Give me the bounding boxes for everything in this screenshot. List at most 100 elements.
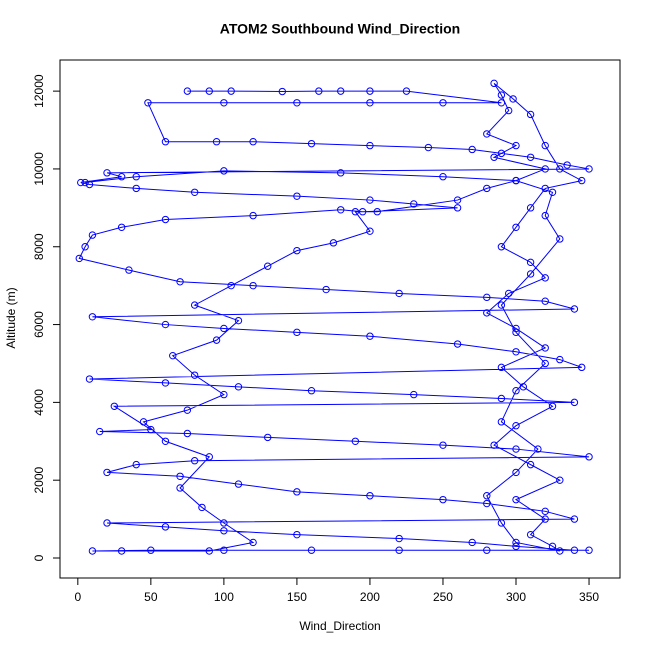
data-point [293, 530, 301, 539]
data-point [234, 383, 243, 391]
data-point [490, 153, 498, 161]
data-point [147, 546, 155, 554]
data-point [497, 301, 506, 309]
y-tick-label: 4000 [32, 389, 46, 416]
data-point [483, 184, 491, 193]
data-point [512, 141, 520, 150]
data-point [512, 542, 520, 551]
data-point [541, 274, 549, 282]
data-point [512, 495, 520, 504]
data-point [483, 499, 491, 508]
data-point [570, 546, 579, 554]
data-point [205, 547, 213, 555]
data-point [541, 359, 549, 368]
chart-title: ATOM2 Southbound Wind_Direction [220, 21, 460, 37]
data-point [139, 418, 148, 426]
y-tick-label: 10000 [32, 152, 46, 186]
data-point [132, 460, 140, 469]
data-point [534, 445, 542, 453]
data-point [85, 180, 94, 189]
data-point [183, 429, 192, 438]
data-point [293, 192, 301, 200]
data-point [541, 211, 549, 220]
data-point [161, 320, 170, 329]
data-point [509, 95, 517, 103]
data-point [293, 99, 301, 107]
y-tick-label: 2000 [32, 467, 46, 494]
data-point [234, 480, 243, 488]
data-point [351, 208, 360, 216]
data-point [410, 390, 418, 399]
data-point [468, 538, 476, 547]
data-point [497, 394, 506, 403]
data-point [585, 165, 593, 173]
data-point [526, 110, 535, 119]
x-tick-label: 200 [360, 590, 380, 604]
y-axis-label: Altitude (m) [4, 287, 18, 348]
data-point [220, 546, 228, 554]
data-point [161, 437, 170, 445]
data-point [366, 99, 374, 107]
data-point [81, 178, 89, 187]
data-point [278, 87, 287, 96]
data-point [395, 534, 403, 543]
data-point [366, 227, 374, 235]
data-point [110, 402, 119, 410]
data-point [424, 143, 433, 152]
data-point [366, 87, 374, 95]
data-point [220, 99, 228, 107]
data-point [337, 87, 345, 95]
data-point [453, 196, 462, 204]
data-point [144, 99, 152, 107]
data-point [103, 169, 111, 177]
data-point [402, 87, 411, 95]
data-point [526, 460, 535, 469]
data-point [556, 235, 564, 243]
data-point [329, 239, 338, 247]
data-point [125, 266, 133, 274]
data-point [548, 402, 557, 410]
data-point [183, 406, 192, 414]
data-point [526, 270, 535, 278]
data-point [410, 200, 418, 208]
data-point [190, 301, 199, 309]
data-point [483, 309, 491, 317]
data-point [212, 336, 221, 344]
data-point [88, 547, 97, 555]
data-point [307, 387, 316, 395]
x-axis-label: Wind_Direction [299, 619, 380, 633]
data-point [512, 468, 520, 477]
data-point [117, 547, 126, 555]
data-point [337, 169, 345, 177]
data-point [526, 530, 535, 539]
data-point [161, 215, 170, 224]
data-point [75, 254, 83, 263]
data-point [541, 165, 549, 173]
data-point [439, 441, 447, 449]
x-tick-label: 0 [74, 590, 81, 604]
data-point [541, 297, 549, 305]
data-point [541, 184, 549, 193]
data-point [570, 398, 579, 407]
data-point [358, 208, 367, 216]
data-point [490, 441, 498, 449]
data-point [526, 153, 535, 161]
data-point [190, 457, 199, 465]
data-point [293, 246, 301, 255]
data-point [212, 138, 221, 146]
data-point [453, 204, 462, 212]
data-point [220, 390, 228, 399]
data-point [512, 422, 520, 430]
data-point [497, 91, 506, 99]
data-point [307, 139, 316, 148]
data-point [190, 371, 199, 379]
data-point [578, 363, 586, 372]
data-point [512, 328, 520, 337]
data-point [220, 167, 228, 175]
data-point [337, 206, 345, 214]
data-point [176, 472, 184, 480]
data-point [249, 211, 257, 220]
data-point [453, 340, 462, 348]
data-point [103, 519, 111, 527]
